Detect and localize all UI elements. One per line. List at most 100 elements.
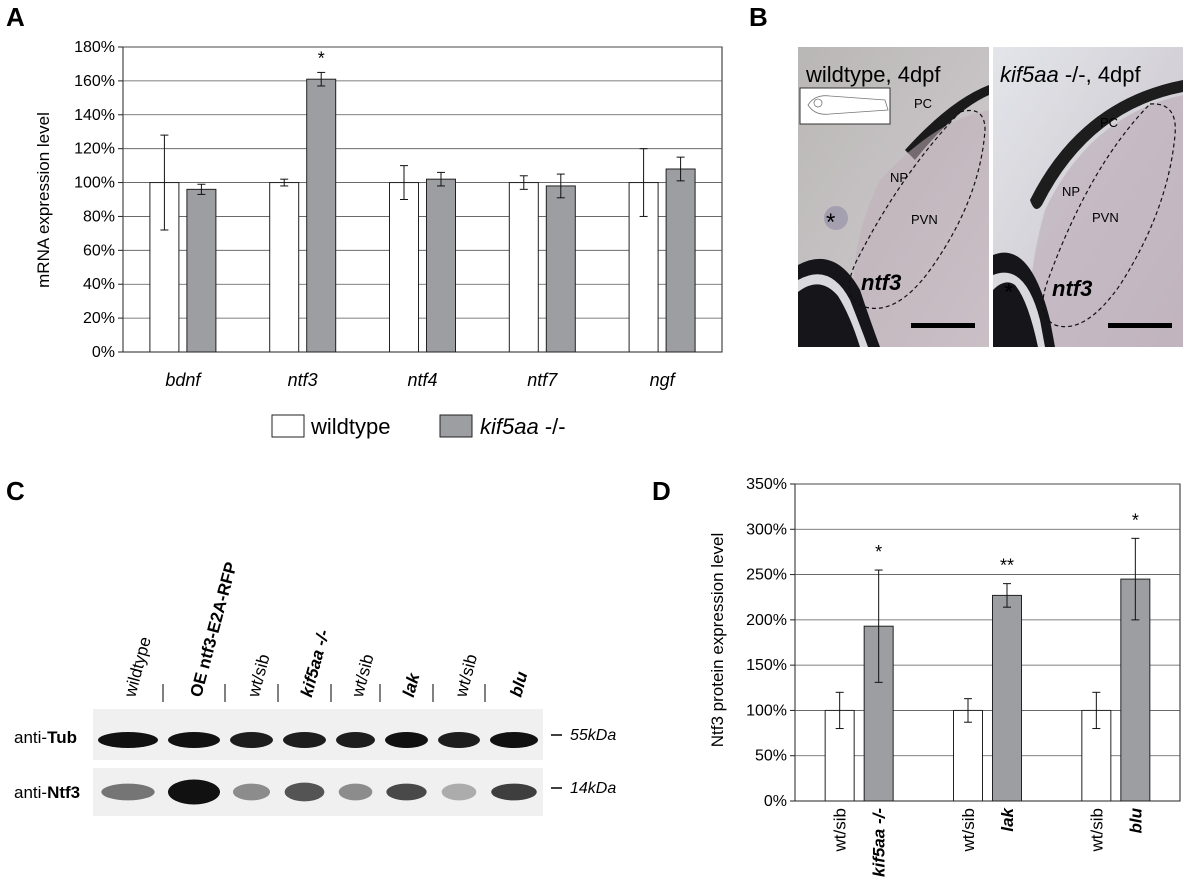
blot-lane-label: wt/sib <box>244 652 274 700</box>
chart-a-bar <box>665 168 696 353</box>
chart-a-ytick-label: 40% <box>83 276 115 293</box>
label-np-left: NP <box>890 170 908 185</box>
panel-label-d: D <box>652 476 671 506</box>
chart-a-ytick-label: 160% <box>74 73 115 90</box>
blot-lane-label: wildtype <box>120 635 155 700</box>
label-gene-right: ntf3 <box>1052 276 1092 301</box>
chart-d-ytick-label: 150% <box>746 657 787 674</box>
micrograph-wildtype <box>798 47 989 347</box>
blot-band-ntf3 <box>386 783 427 801</box>
chart-d-bar <box>992 594 1022 802</box>
blot-row-label-tub-name: Tub <box>47 728 77 747</box>
chart-a-xtick-label: bdnf <box>165 370 202 390</box>
chart-a-bar <box>306 78 337 353</box>
panel-label-b: B <box>749 2 768 32</box>
chart-d-significance: * <box>875 542 882 562</box>
chart-d-plot-area <box>794 483 1181 802</box>
chart-a-ytick-label: 0% <box>92 344 115 361</box>
chart-a-bar <box>508 182 539 353</box>
chart-d-bar <box>953 709 983 802</box>
chart-d-ytick-label: 250% <box>746 567 787 584</box>
chart-a-xtick-label: ntf3 <box>288 370 318 390</box>
chart-a-ytick-label: 80% <box>83 208 115 225</box>
chart-a-significance: * <box>318 48 325 68</box>
chart-d-xtick-label: wt/sib <box>831 808 850 852</box>
legend-label-mutant: kif5aa -/- <box>480 414 566 439</box>
chart-a-xtick-label: ntf4 <box>407 370 437 390</box>
blot-band-ntf3 <box>338 783 373 801</box>
legend-label-wildtype: wildtype <box>310 414 390 439</box>
label-np-right: NP <box>1062 184 1080 199</box>
chart-a-ylabel: mRNA expression level <box>34 112 53 288</box>
chart-a-bar <box>186 188 217 353</box>
chart-a-ytick-label: 100% <box>74 175 115 192</box>
chart-a-xtick-label: ngf <box>650 370 677 390</box>
blot-band-tub <box>438 732 480 748</box>
chart-a-ytick-label: 120% <box>74 141 115 158</box>
blot-lane-label: OE ntf3-E2A-RFP <box>187 560 241 699</box>
legend-label-mutant-italic: kif5aa <box>480 414 539 439</box>
blot-band-tub <box>98 732 158 748</box>
chart-d-bar <box>1120 578 1151 802</box>
chart-d-ytick-label: 0% <box>764 793 787 810</box>
western-blot <box>93 709 543 816</box>
label-star-left: * <box>826 209 835 236</box>
legend-label-mutant-rest: -/- <box>539 414 566 439</box>
blot-row-label-ntf3: anti-Ntf3 <box>14 783 80 802</box>
legend-swatch-mutant <box>439 414 473 438</box>
panel-label-c: C <box>6 476 25 506</box>
blot-band-ntf3 <box>168 779 220 805</box>
chart-a-ytick-label: 180% <box>74 39 115 56</box>
blot-band-tub <box>490 732 538 748</box>
blot-band-ntf3 <box>441 783 477 801</box>
chart-a-bar <box>389 182 419 353</box>
blot-band-ntf3 <box>491 783 537 801</box>
chart-a-bar <box>269 182 300 353</box>
chart-d: 0% 50% 100% 150% 200% 250% 300% 350% wt/sib kif5a… <box>746 476 1181 877</box>
chart-a-legend: wildtype kif5aa -/- <box>271 414 566 439</box>
chart-a-ytick-label: 60% <box>83 242 115 259</box>
marker-size-14: 14kDa <box>570 780 616 797</box>
label-pvn-right: PVN <box>1092 210 1119 225</box>
chart-d-xtick-label: wt/sib <box>959 808 978 852</box>
panel-label-a: A <box>6 2 25 32</box>
chart-a-plot-area <box>122 46 723 353</box>
chart-d-xtick-label: lak <box>998 806 1017 831</box>
blot-band-tub <box>168 732 220 748</box>
label-star-right: * <box>1004 279 1013 306</box>
label-pc-left: PC <box>914 96 932 111</box>
blot-lane-label: lak <box>399 670 424 699</box>
micrograph-mutant-title-italic: kif5aa <box>1000 62 1059 87</box>
micrograph-mutant-title: kif5aa -/-, 4dpf <box>1000 62 1142 87</box>
blot-row-label-ntf3-prefix: anti- <box>14 783 47 802</box>
chart-d-ytick-label: 200% <box>746 612 787 629</box>
chart-d-ytick-label: 350% <box>746 476 787 493</box>
chart-d-significance: ** <box>1000 556 1014 576</box>
micrograph-mutant-title-rest: -/-, 4dpf <box>1059 62 1142 87</box>
chart-d-ytick-label: 50% <box>755 748 787 765</box>
blot-band-tub <box>336 732 375 748</box>
chart-a-bar <box>426 178 456 353</box>
chart-a-bar <box>545 185 576 353</box>
blot-band-ntf3 <box>101 783 155 801</box>
chart-d-ytick-label: 100% <box>746 702 787 719</box>
blot-lane-label: kif5aa -/- <box>297 627 333 699</box>
blot-bands <box>98 732 538 805</box>
blot-band-ntf3 <box>232 783 271 801</box>
blot-row-label-tub: anti-Tub <box>14 728 77 747</box>
chart-d-significance: * <box>1132 510 1139 530</box>
chart-d-xtick-label: wt/sib <box>1087 808 1106 852</box>
blot-band-ntf3 <box>284 782 325 802</box>
chart-a: 0% 20% 40% 60% 80% 100% 120% 140% 160% 180% bdnf nt… <box>74 39 723 390</box>
chart-a-ytick-label: 20% <box>83 310 115 327</box>
label-pc-right: PC <box>1100 115 1118 130</box>
label-pvn-left: PVN <box>911 212 938 227</box>
marker-size-55: 55kDa <box>570 727 616 744</box>
micrograph-mutant <box>993 47 1183 347</box>
chart-d-ytick-label: 300% <box>746 521 787 538</box>
chart-a-ytick-label: 140% <box>74 107 115 124</box>
legend-swatch-wildtype <box>271 414 305 438</box>
blot-band-tub <box>283 732 326 748</box>
blot-lane-label: wt/sib <box>348 652 378 700</box>
